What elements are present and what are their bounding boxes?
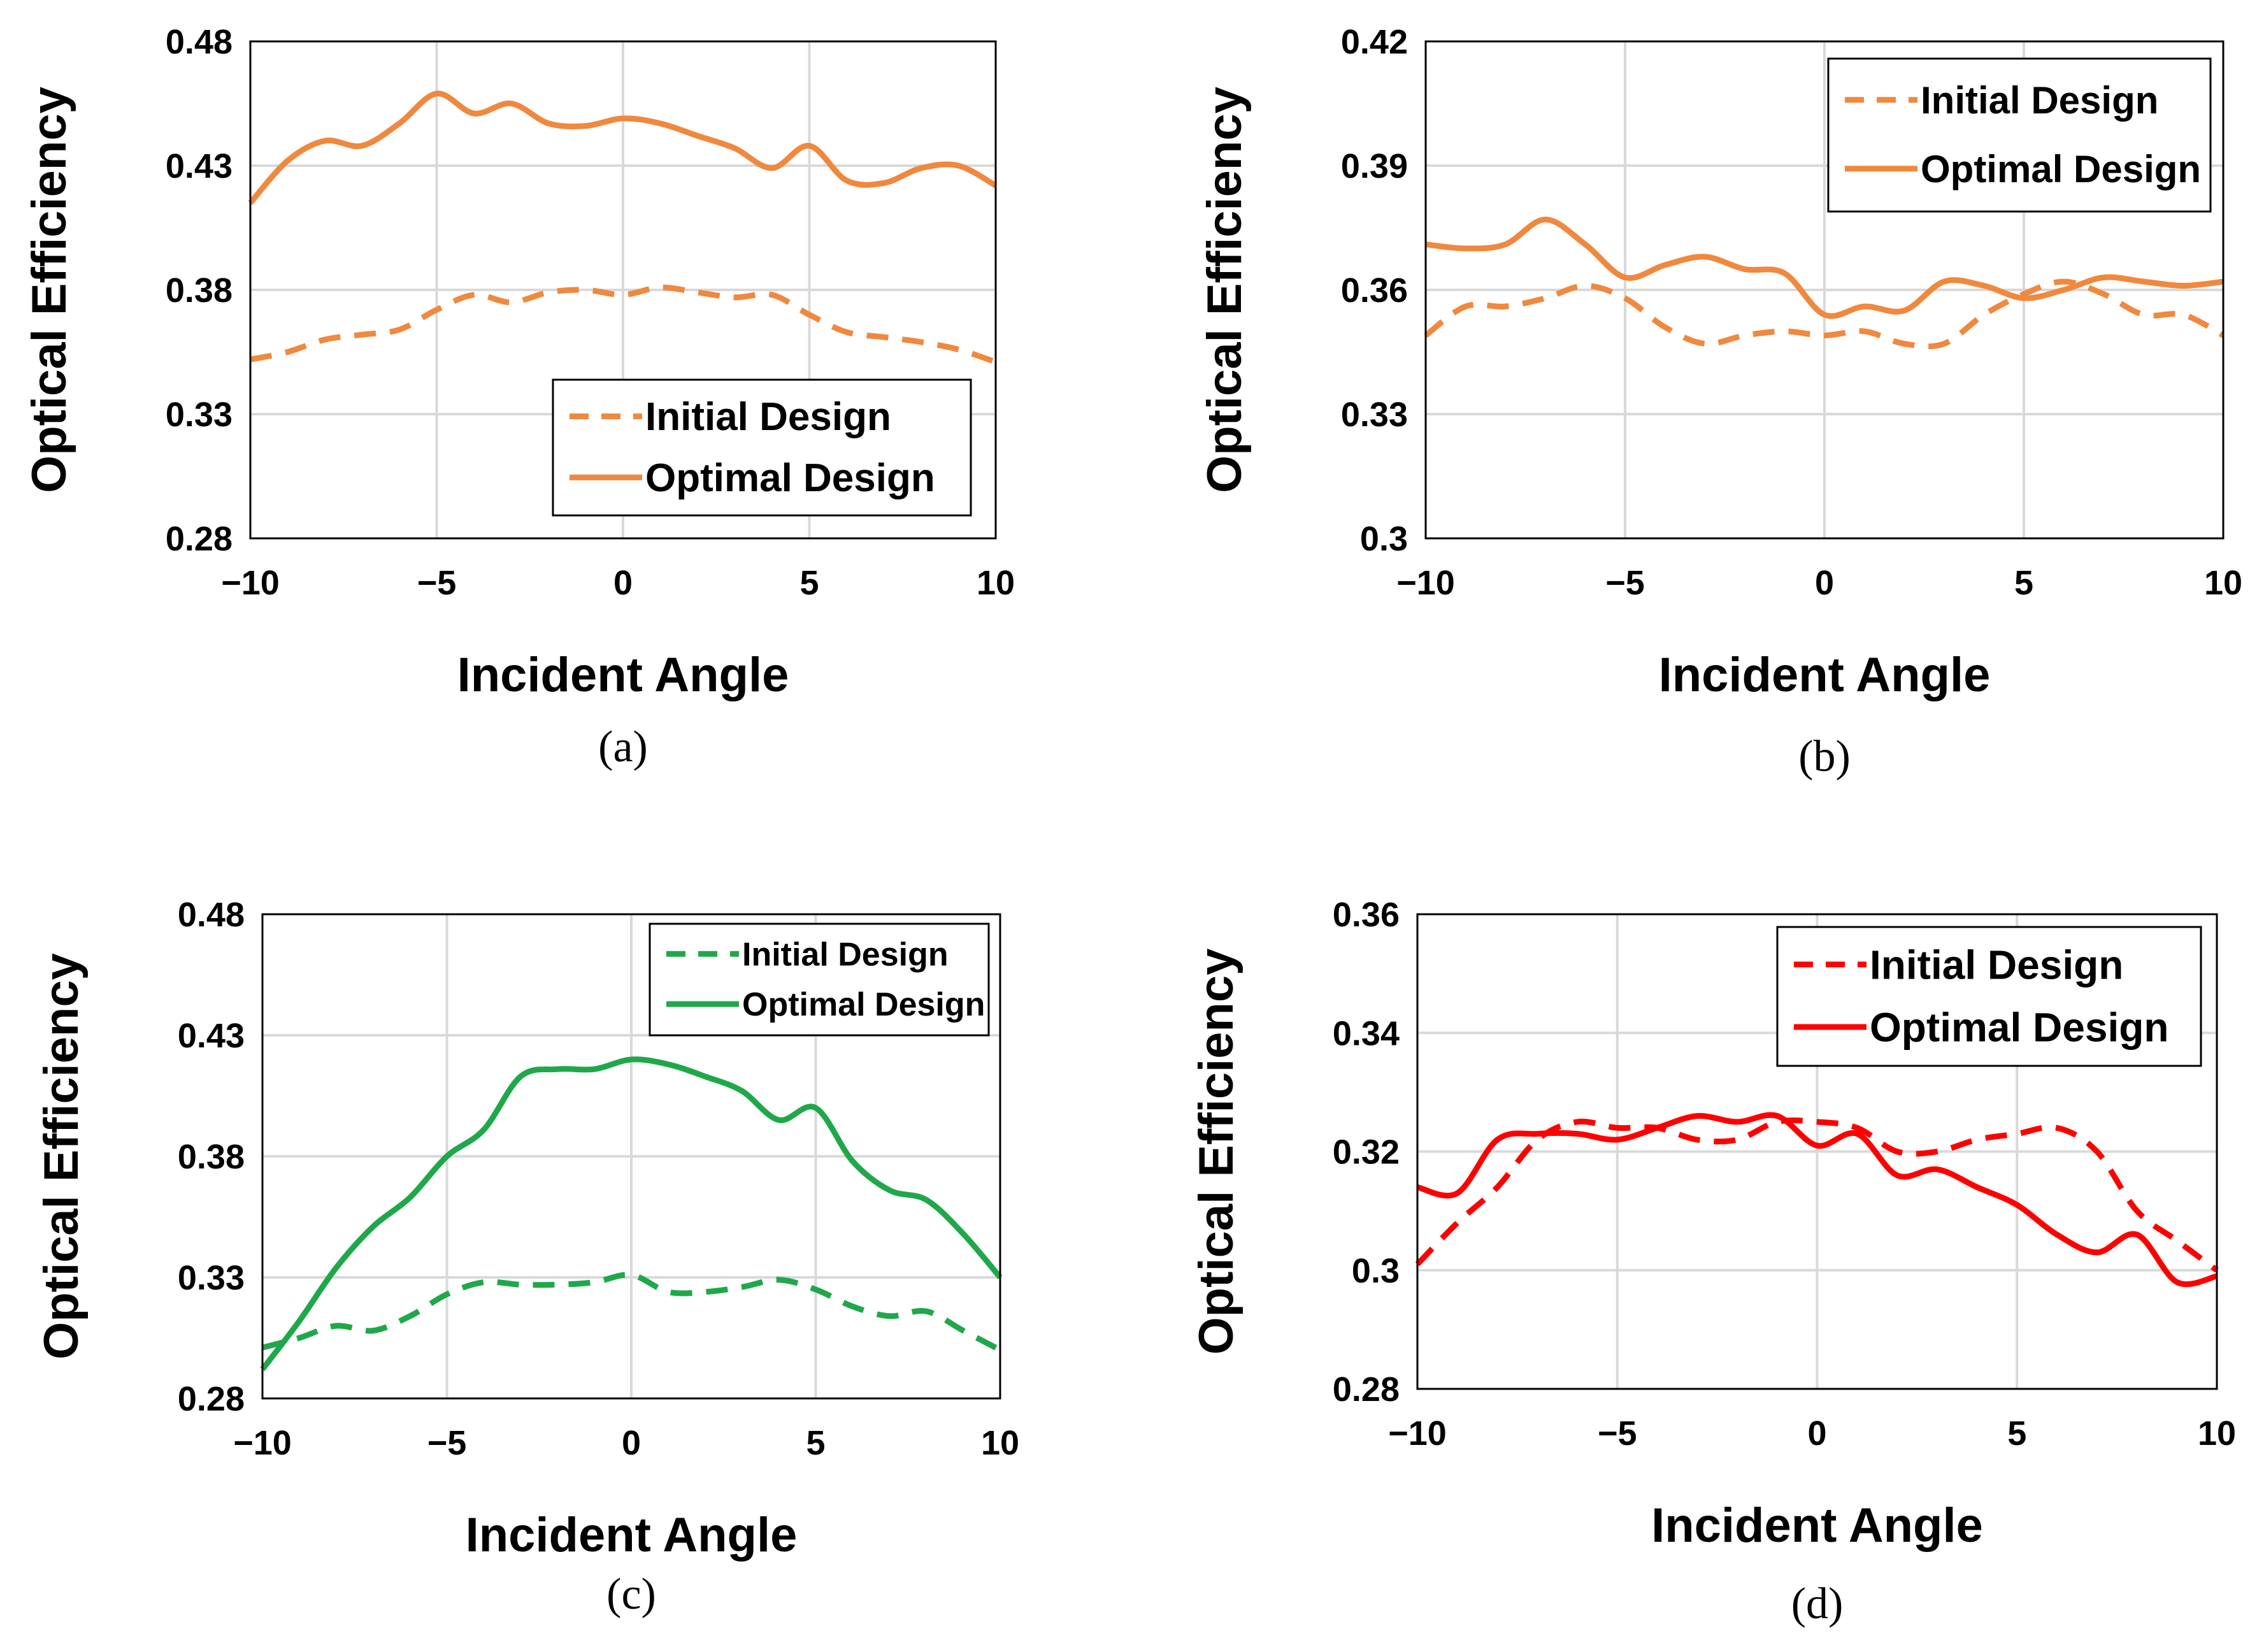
x-tick-label: 5 [2014,564,2033,602]
x-axis-title: Incident Angle [466,1508,798,1562]
y-tick-label: 0.3 [1352,1252,1400,1290]
chart-panel-b: −10 −5 0 5 10 0.3 0.33 0.36 0.39 0.42 Incident Ang… [1198,23,2242,781]
legend-label: Initial Design [742,936,949,973]
panel-caption: (d) [1791,1579,1844,1628]
y-tick-label: 0.36 [1333,896,1400,934]
x-tick-label: 0 [1815,564,1834,602]
y-tick-label: 0.3 [1360,520,1408,558]
y-tick-label: 0.33 [166,396,233,434]
y-tick-label: 0.28 [166,520,233,558]
legend-label: Optimal Design [1921,148,2201,190]
x-tick-label: −10 [1388,1414,1447,1453]
x-tick-label: 0 [622,1424,641,1462]
x-tick-label: −5 [417,564,457,602]
y-axis-title: Optical Efficiency [22,87,76,493]
legend-label: Optimal Design [645,456,935,500]
x-tick-label: −5 [1605,564,1645,602]
initial-design-line [1424,278,2225,350]
optimal-design-line [260,1056,1003,1372]
y-axis-title: Optical Efficiency [34,953,89,1360]
y-tick-label: 0.32 [1333,1133,1400,1172]
y-tick-label: 0.43 [178,1017,245,1055]
y-axis-title: Optical Efficiency [1189,949,1243,1355]
legend-box [552,378,972,517]
x-tick-label: −10 [1396,564,1455,602]
plot-frame [1424,40,2225,540]
optimal-design-line [1425,217,2224,319]
y-tick-label: 0.48 [166,23,233,61]
y-tick-label: 0.43 [166,147,233,185]
y-tick-label: 0.42 [1341,23,1408,61]
y-tick-label: 0.38 [178,1138,245,1176]
panel-caption: (b) [1798,732,1851,781]
x-tick-label: −5 [427,1424,467,1462]
x-axis-title: Incident Angle [1659,648,1991,702]
legend-box [648,923,990,1037]
plot-frame [249,40,997,540]
legend-label: Initial Design [1921,79,2158,122]
x-axis-title: Incident Angle [1651,1498,1983,1553]
x-tick-label: −10 [221,564,280,602]
y-tick-label: 0.39 [1341,147,1408,185]
initial-design-line [250,284,997,365]
plot-frame [1416,913,2218,1390]
y-tick-label: 0.33 [178,1259,245,1297]
legend-box [1776,926,2202,1067]
y-tick-label: 0.28 [1333,1370,1400,1409]
legend-label: Optimal Design [742,986,985,1023]
legend-label: Optimal Design [1870,1004,2168,1050]
initial-design-line [1415,1117,2219,1273]
x-tick-label: 5 [799,564,819,602]
x-tick-label: 0 [613,564,633,602]
y-tick-label: 0.38 [166,271,233,310]
y-tick-label: 0.48 [178,896,245,934]
x-axis-title: Incident Angle [457,648,789,702]
chart-panel-c: −10 −5 0 5 10 0.28 0.33 0.38 0.43 0.48 Incident An… [34,896,1019,1619]
y-tick-label: 0.36 [1341,271,1408,310]
y-tick-label: 0.33 [1341,396,1408,434]
x-tick-label: 5 [2007,1414,2026,1453]
chart-panel-a: −10 −5 0 5 10 0.28 0.33 0.38 0.43 0.48 Incident An… [22,23,1015,772]
y-axis-title: Optical Efficiency [1198,87,1252,493]
legend-box [1827,57,2212,213]
optimal-design-line [1416,1112,2218,1288]
legend-label: Initial Design [1870,942,2123,988]
plot-frame [261,913,1001,1400]
legend-label: Initial Design [645,395,891,439]
y-tick-label: 0.34 [1333,1014,1400,1052]
x-tick-label: 0 [1807,1414,1826,1453]
initial-design-line [261,1272,1002,1353]
x-tick-label: −10 [233,1424,292,1462]
optimal-design-line [248,90,998,205]
panel-caption: (c) [606,1570,656,1619]
x-tick-label: −5 [1598,1414,1637,1453]
x-tick-label: 10 [977,564,1015,602]
x-tick-label: 10 [981,1424,1019,1462]
chart-panel-d: −10 −5 0 5 10 0.28 0.3 0.32 0.34 0.36 Incident Ang… [1189,896,2236,1628]
y-tick-label: 0.28 [178,1380,245,1418]
x-tick-label: 5 [806,1424,825,1462]
x-tick-label: 10 [2198,1414,2236,1453]
panel-caption: (a) [598,722,648,772]
x-tick-label: 10 [2204,564,2242,602]
